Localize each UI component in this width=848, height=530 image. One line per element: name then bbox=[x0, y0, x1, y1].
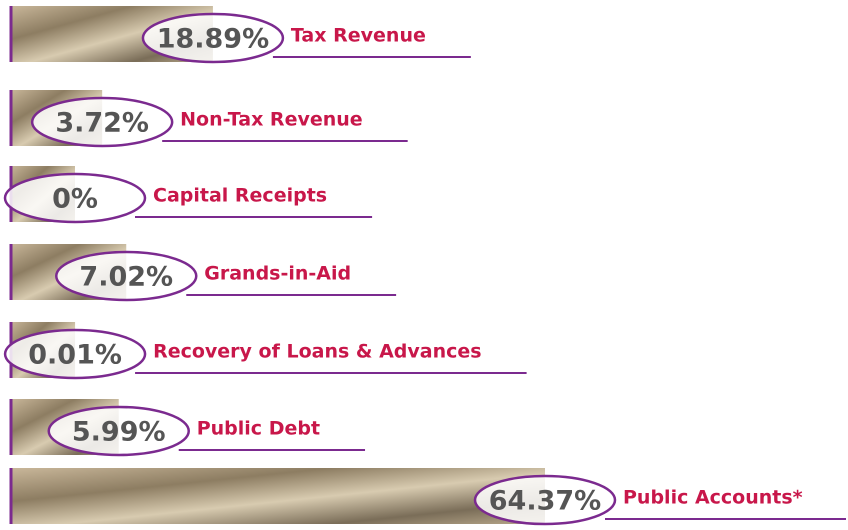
value-label: 0.01% bbox=[28, 340, 122, 371]
category-label: Grands-in-Aid bbox=[204, 263, 351, 285]
bar bbox=[10, 468, 545, 524]
value-label: 7.02% bbox=[79, 262, 173, 293]
value-label: 3.72% bbox=[55, 108, 149, 139]
category-label: Public Accounts* bbox=[623, 487, 803, 509]
value-label: 0% bbox=[52, 184, 98, 215]
category-label: Capital Receipts bbox=[153, 185, 327, 207]
value-label: 18.89% bbox=[157, 24, 269, 55]
category-label: Tax Revenue bbox=[291, 25, 426, 47]
category-label: Public Debt bbox=[197, 418, 320, 440]
value-label: 5.99% bbox=[72, 417, 166, 448]
value-label: 64.37% bbox=[489, 486, 601, 517]
category-label: Recovery of Loans & Advances bbox=[153, 341, 482, 363]
chart: 18.89% Tax Revenue 3.72% Non-Tax Revenue 0% C… bbox=[0, 0, 848, 530]
category-label: Non-Tax Revenue bbox=[180, 109, 363, 131]
